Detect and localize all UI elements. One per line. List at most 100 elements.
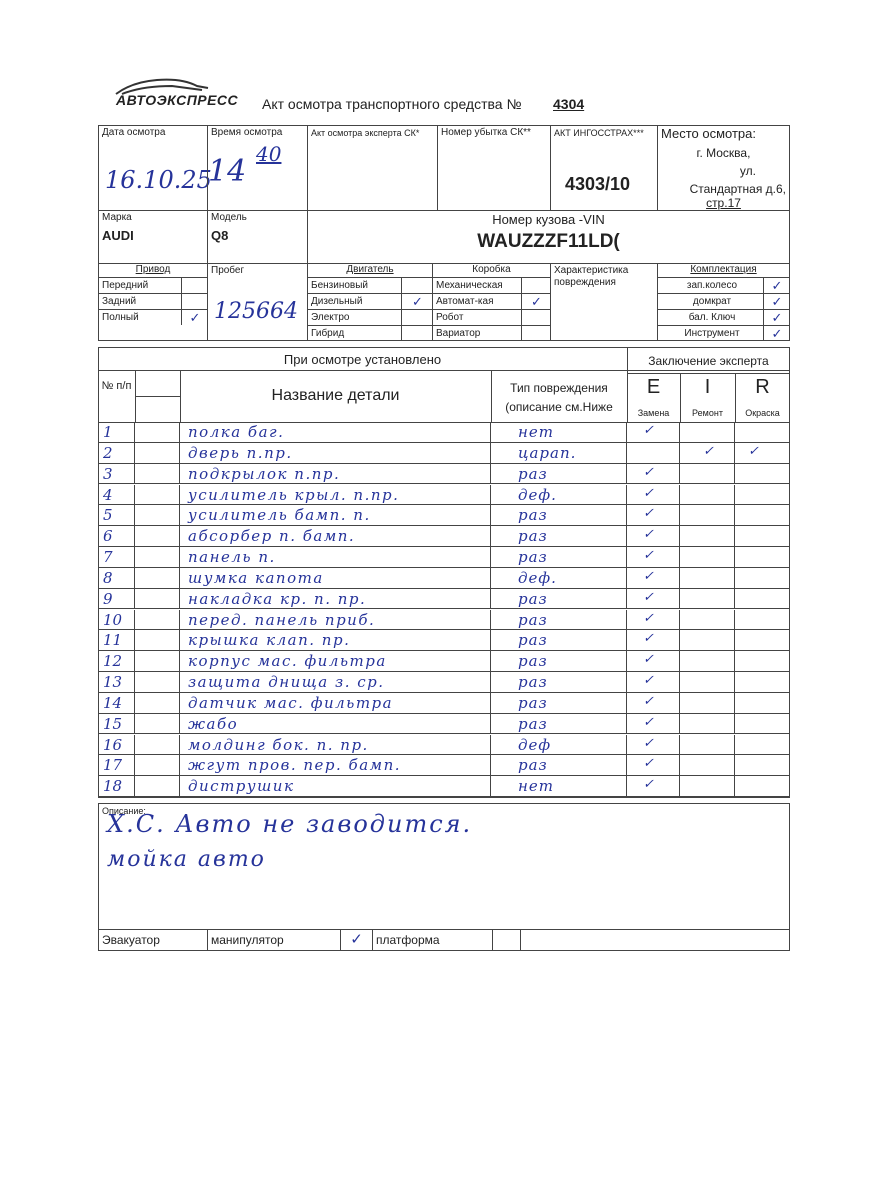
option-row[interactable]: Инструмент ✓ — [658, 326, 789, 342]
table-cell — [627, 776, 680, 797]
option-row[interactable]: Вариатор — [433, 326, 550, 342]
manipulator-option[interactable]: манипулятор — [207, 929, 341, 951]
table-cell — [98, 651, 135, 672]
tow-label-cell: Эвакуатор — [98, 929, 208, 951]
table-cell — [135, 547, 180, 568]
table-cell — [135, 588, 180, 610]
check-icon-e: ✓ — [643, 568, 654, 584]
platform-checkbox[interactable] — [492, 929, 521, 951]
option-checkbox[interactable] — [521, 326, 551, 341]
table-cell — [627, 484, 680, 506]
loss-number-label: Номер убытка СК** — [441, 127, 531, 138]
tow-extra-cell — [520, 929, 790, 951]
option-checkbox[interactable]: ✓ — [401, 294, 433, 309]
option-checkbox[interactable] — [521, 310, 551, 325]
option-checkbox[interactable]: ✓ — [763, 326, 790, 341]
table-row: 13 защита днища з. ср. раз ✓ — [98, 672, 790, 693]
damage-type: раз — [518, 527, 548, 546]
manipulator-label: манипулятор — [211, 933, 284, 947]
table-cell — [135, 505, 180, 527]
table-row: 9 накладка кр. п. пр. раз ✓ — [98, 588, 790, 610]
row-number: 4 — [103, 485, 113, 504]
option-row[interactable]: зап.колесо ✓ — [658, 278, 789, 294]
table-cell — [627, 651, 680, 672]
vin-value: WAUZZZF11LD( — [477, 231, 620, 252]
table-cell — [735, 505, 790, 526]
table-cell — [98, 463, 135, 485]
part-name: защита днища з. ср. — [188, 673, 385, 691]
option-row[interactable]: Механическая — [433, 278, 550, 294]
option-row[interactable]: Дизельный ✓ — [308, 294, 432, 310]
option-row[interactable]: бал. Ключ ✓ — [658, 310, 789, 326]
table-row: 10 перед. панель приб. раз ✓ — [98, 609, 790, 631]
option-row[interactable]: Электро — [308, 310, 432, 326]
table-row: 16 молдинг бок. п. пр. деф ✓ — [98, 734, 790, 756]
model-value: Q8 — [211, 228, 229, 243]
option-checkbox[interactable] — [181, 278, 208, 293]
option-checkbox[interactable] — [401, 310, 433, 325]
make-label: Марка — [102, 212, 132, 223]
table-row: 12 корпус мас. фильтра раз ✓ — [98, 651, 790, 672]
table-cell — [680, 734, 735, 756]
vin-cell: Номер кузова -VIN WAUZZZF11LD( — [307, 210, 790, 264]
option-row[interactable]: домкрат ✓ — [658, 294, 789, 310]
mileage-cell: Пробег 125664 — [207, 263, 308, 341]
table-cell — [98, 630, 135, 652]
table-cell — [627, 672, 680, 693]
table-cell — [627, 526, 680, 547]
option-checkbox[interactable]: ✓ — [763, 278, 790, 293]
table-cell — [98, 484, 135, 506]
document-title: Акт осмотра транспортного средства № — [262, 96, 522, 112]
time-label: Время осмотра — [211, 127, 283, 138]
table-cell — [180, 692, 491, 714]
row-number: 7 — [103, 548, 113, 566]
option-checkbox[interactable]: ✓ — [181, 310, 208, 325]
damage-type: раз — [518, 548, 548, 566]
option-checkbox[interactable] — [401, 278, 433, 293]
table-row: 15 жабо раз ✓ — [98, 713, 790, 735]
table-cell — [491, 755, 627, 777]
option-checkbox[interactable] — [181, 294, 208, 309]
row-number: 5 — [103, 506, 113, 525]
manipulator-checkbox[interactable]: ✓ — [340, 929, 373, 951]
drive-cell: Привод Передний Задний Полный ✓ — [98, 263, 208, 341]
option-row[interactable]: Бензиновый — [308, 278, 432, 294]
damage-type: раз — [518, 610, 548, 629]
option-row[interactable]: Передний — [99, 278, 207, 294]
part-name: дверь п.пр. — [188, 443, 293, 462]
option-label: Дизельный — [311, 296, 363, 307]
option-label: Инструмент — [684, 328, 740, 339]
option-label: Бензиновый — [311, 280, 368, 291]
gearbox-cell: Коробка Механическая Автомат-кая ✓ Робот Вар… — [432, 263, 551, 341]
option-row[interactable]: Задний — [99, 294, 207, 310]
platform-option[interactable]: платформа — [372, 929, 493, 951]
col-e-header: E — [646, 376, 661, 398]
option-row[interactable]: Робот — [433, 310, 550, 326]
option-checkbox[interactable]: ✓ — [521, 294, 551, 309]
option-label: Передний — [102, 280, 149, 291]
col-no-header: № п/п — [101, 380, 132, 392]
option-row[interactable]: Автомат-кая ✓ — [433, 294, 550, 310]
make-cell: Марка AUDI — [98, 210, 208, 264]
table-cell — [98, 567, 135, 589]
place-label: Место осмотра: — [661, 126, 756, 141]
table-cell — [627, 713, 680, 735]
option-checkbox[interactable] — [521, 278, 551, 293]
table-cell — [180, 588, 491, 610]
option-checkbox[interactable] — [401, 326, 433, 341]
place-line1: г. Москва, — [696, 146, 751, 160]
option-row[interactable]: Гибрид — [308, 326, 432, 342]
table-row: 3 подкрылок п.пр. раз ✓ — [98, 463, 790, 485]
option-checkbox[interactable]: ✓ — [763, 310, 790, 325]
table-cell — [680, 651, 735, 672]
check-icon-e: ✓ — [643, 735, 654, 751]
engine-label: Двигатель — [308, 264, 432, 278]
table-cell — [180, 463, 491, 485]
table-cell — [180, 651, 491, 672]
option-row[interactable]: Полный ✓ — [99, 310, 207, 326]
table-cell — [180, 755, 491, 777]
check-icon-e: ✓ — [643, 714, 654, 730]
vin-label: Номер кузова -VIN — [492, 212, 605, 227]
option-checkbox[interactable]: ✓ — [763, 294, 790, 309]
table-cell — [627, 505, 680, 527]
